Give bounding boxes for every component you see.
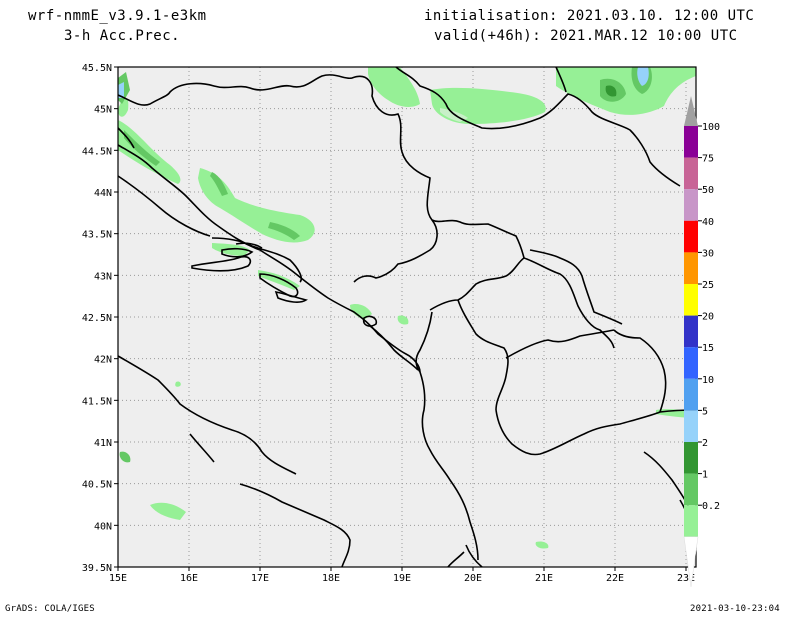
lat-label: 41N [94, 438, 112, 449]
longitude-axis: 15E 16E 17E 18E 19E 20E 21E 22E 23E [109, 567, 695, 584]
legend-swatch [684, 442, 698, 474]
legend-swatch [684, 157, 698, 190]
legend-label: 40 [702, 217, 714, 228]
lat-label: 41.5N [82, 396, 112, 407]
legend-label: 2 [702, 438, 708, 449]
valid-time: valid(+46h): 2021.MAR.12 10:00 UTC [434, 28, 738, 44]
legend-swatch [684, 315, 698, 348]
legend-label: 1 [702, 470, 708, 481]
lat-label: 42.5N [82, 313, 112, 324]
legend-label: 25 [702, 280, 714, 291]
legend-label: 5 [702, 406, 708, 417]
legend-swatch [684, 126, 698, 158]
lat-label: 45.5N [82, 63, 112, 74]
legend-label: 100 [702, 122, 720, 133]
lon-label: 15E [109, 573, 127, 584]
footer-timestamp: 2021-03-10-23:04 [690, 604, 780, 614]
model-title: wrf-nmmE_v3.9.1-e3km [28, 8, 207, 24]
lon-label: 23E [677, 573, 695, 584]
legend-label: 20 [702, 312, 714, 323]
legend-swatch [684, 347, 698, 379]
lon-label: 21E [535, 573, 553, 584]
footer-credit: GrADS: COLA/IGES [5, 604, 95, 614]
latitude-axis: 45.5N 45N 44.5N 44N 43.5N 43N 42.5N 42N 41.5N 41N… [82, 63, 118, 574]
legend-label: 75 [702, 154, 714, 165]
lon-label: 20E [464, 573, 482, 584]
legend-label: 30 [702, 248, 714, 259]
lat-label: 44N [94, 188, 112, 199]
legend-swatch [684, 378, 698, 411]
legend-label: 10 [702, 375, 714, 386]
lat-label: 39.5N [82, 563, 112, 574]
precip-legend: 100 75 50 40 30 25 20 15 10 5 2 1 0.2 [683, 96, 720, 587]
lat-label: 40N [94, 521, 112, 532]
legend-swatch [684, 284, 698, 316]
lat-label: 40.5N [82, 480, 112, 491]
legend-bottom-arrow [683, 536, 699, 587]
legend-swatch [684, 220, 698, 253]
legend-label: 0.2 [702, 501, 720, 512]
legend-top-arrow [684, 96, 698, 126]
legend-swatch [684, 473, 698, 506]
lat-label: 44.5N [82, 146, 112, 157]
field-title: 3-h Acc.Prec. [64, 28, 181, 44]
lat-label: 43N [94, 271, 112, 282]
lon-label: 16E [180, 573, 198, 584]
lat-label: 43.5N [82, 230, 112, 241]
lat-label: 45N [94, 105, 112, 116]
legend-label: 15 [702, 343, 714, 354]
lon-label: 17E [251, 573, 269, 584]
legend-swatch [684, 189, 698, 221]
lon-label: 22E [606, 573, 624, 584]
lat-label: 42N [94, 355, 112, 366]
lon-label: 19E [393, 573, 411, 584]
legend-swatch [684, 252, 698, 284]
legend-label: 50 [702, 185, 714, 196]
lon-label: 18E [322, 573, 340, 584]
init-time: initialisation: 2021.03.10. 12:00 UTC [424, 8, 755, 24]
legend-swatch [684, 505, 698, 537]
legend-swatch [684, 410, 698, 442]
